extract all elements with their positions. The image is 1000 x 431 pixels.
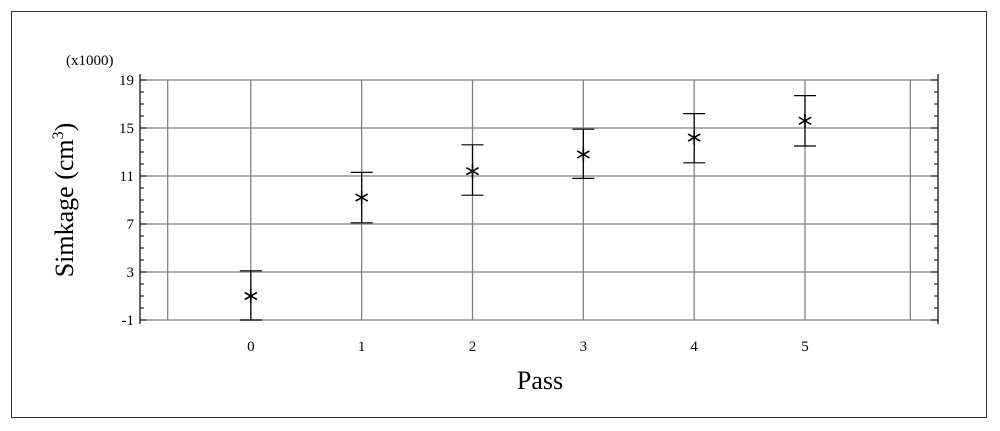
x-tick-label: 1	[358, 339, 366, 355]
y-tick-label: -1	[122, 313, 135, 329]
asterisk-marker	[687, 130, 701, 145]
y-tick-label: 15	[119, 121, 134, 137]
asterisk-stroke	[466, 167, 479, 176]
data-point	[239, 270, 262, 321]
asterisk-stroke	[798, 116, 812, 125]
asterisk-marker	[244, 289, 258, 303]
data-marks	[239, 94, 816, 321]
x-tick-label: 0	[247, 339, 255, 355]
asterisk-stroke	[244, 291, 258, 301]
y-axis-title-suffix: )	[50, 123, 79, 132]
data-point	[461, 144, 484, 196]
y-tick-label: 19	[119, 73, 134, 89]
axes	[139, 74, 939, 324]
grid	[140, 79, 938, 321]
y-tick-label: 3	[127, 265, 135, 281]
data-point	[350, 171, 373, 224]
x-axis-title: Pass	[517, 366, 563, 395]
x-tick-label: 4	[690, 339, 698, 355]
y-tick-label: 11	[120, 169, 134, 185]
x-tick-label: 3	[580, 339, 588, 355]
x-tick-label: 2	[469, 339, 477, 355]
data-point	[683, 112, 706, 164]
y-axis-title: Simkage (cm3)	[50, 123, 79, 278]
asterisk-marker	[576, 147, 590, 162]
data-point	[794, 94, 816, 147]
asterisk-marker	[798, 113, 812, 128]
asterisk-stroke	[687, 133, 701, 142]
asterisk-marker	[466, 164, 479, 179]
asterisk-marker	[355, 190, 369, 205]
y-tick-label: 7	[127, 217, 135, 233]
y-axis-title-superscript: 3	[50, 131, 67, 139]
asterisk-stroke	[355, 193, 369, 202]
chart-frame	[11, 11, 987, 418]
ticks: 19 15 11 7 3 -1 0 1 2 3 4 5	[119, 73, 938, 355]
asterisk-stroke	[576, 150, 590, 159]
x-tick-label: 5	[801, 339, 809, 355]
y-axis-title-main: Simkage (cm	[50, 139, 79, 277]
data-point	[572, 128, 595, 179]
y-multiplier-label: (x1000)	[66, 53, 114, 69]
